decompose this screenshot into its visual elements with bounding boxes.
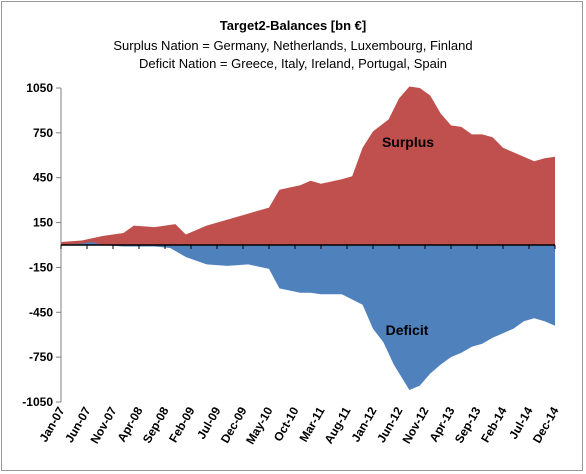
y-tick-label: 750 bbox=[33, 126, 53, 140]
series-areas bbox=[61, 86, 555, 390]
y-tick-label: -150 bbox=[29, 260, 53, 274]
y-tick-label: 1050 bbox=[26, 81, 53, 95]
surplus-annotation: Surplus bbox=[382, 134, 434, 150]
x-tick-label: Aug-11 bbox=[321, 404, 353, 446]
x-tick-label: Feb-14 bbox=[478, 404, 510, 445]
y-tick-label: 150 bbox=[33, 216, 53, 230]
x-tick-label: Nov-07 bbox=[87, 404, 119, 446]
deficit-annotation: Deficit bbox=[386, 322, 429, 338]
x-tick-label: Feb-09 bbox=[166, 404, 198, 445]
chart-subtitle-deficit: Deficit Nation = Greece, Italy, Ireland,… bbox=[139, 56, 447, 71]
y-axis-ticks: 1050 750 450 150 -150 -450 -750 -1050 bbox=[22, 81, 61, 409]
y-tick-label: -450 bbox=[29, 305, 53, 319]
y-tick-label: -750 bbox=[29, 350, 53, 364]
series-area-deficit bbox=[61, 242, 555, 390]
x-tick-label: Nov-12 bbox=[399, 404, 431, 446]
chart-title: Target2-Balances [bn €] bbox=[219, 18, 367, 33]
series-area-surplus bbox=[61, 86, 555, 245]
chart-subtitle-surplus: Surplus Nation = Germany, Netherlands, L… bbox=[113, 38, 473, 53]
y-tick-label: 450 bbox=[33, 171, 53, 185]
y-tick-label: -1050 bbox=[22, 395, 53, 409]
x-tick-label: Dec-14 bbox=[530, 404, 562, 445]
